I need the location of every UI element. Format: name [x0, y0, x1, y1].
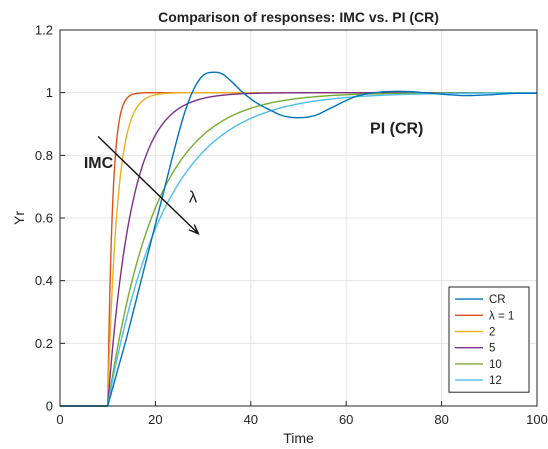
annotation-label: λ: [189, 187, 198, 206]
legend-entry-label: 2: [489, 327, 495, 339]
legend-entry-label: λ = 1: [489, 310, 514, 322]
series-line-cr: [60, 71, 537, 407]
legend: CR λ = 1 2 5 10 12: [448, 286, 530, 393]
legend-entry-label: 5: [489, 343, 495, 355]
legend-entry-label: 10: [489, 359, 502, 371]
x-tick-label: 100: [526, 412, 548, 427]
y-tick-label: 0.6: [35, 211, 53, 226]
lambda-arrow-shaft: [97, 136, 199, 235]
chart-title: Comparison of responses: IMC vs. PI (CR): [158, 9, 439, 25]
lambda-arrow-head: [188, 224, 200, 235]
annotation-label: IMC: [84, 155, 114, 172]
y-tick-label: 0: [46, 399, 53, 414]
y-axis-label: Yr: [11, 211, 27, 225]
annotation-label: PI (CR): [370, 120, 423, 137]
legend-box: [448, 286, 530, 393]
x-tick-label: 20: [148, 412, 162, 427]
y-tick-label: 0.2: [35, 336, 53, 351]
x-tick-label: 0: [56, 412, 63, 427]
x-tick-label: 60: [339, 412, 353, 427]
y-tick-label: 0.4: [35, 273, 53, 288]
annotation-layer: IMC PI (CR) λ: [84, 120, 423, 235]
tick-layer: 0 20 40 60 80 100 0 0.2 0.4 0.6 0.8 1 1.2: [35, 23, 548, 428]
legend-entry-label: 12: [489, 375, 502, 387]
y-tick-label: 0.8: [35, 148, 53, 163]
y-tick-label: 1.2: [35, 23, 53, 38]
x-tick-label: 40: [244, 412, 258, 427]
legend-entry-label: CR: [489, 294, 506, 306]
series-line-l12: [60, 92, 537, 407]
series-layer: [60, 71, 537, 407]
x-axis-label: Time: [283, 430, 314, 446]
y-tick-label: 1: [46, 85, 53, 100]
x-tick-label: 80: [434, 412, 448, 427]
